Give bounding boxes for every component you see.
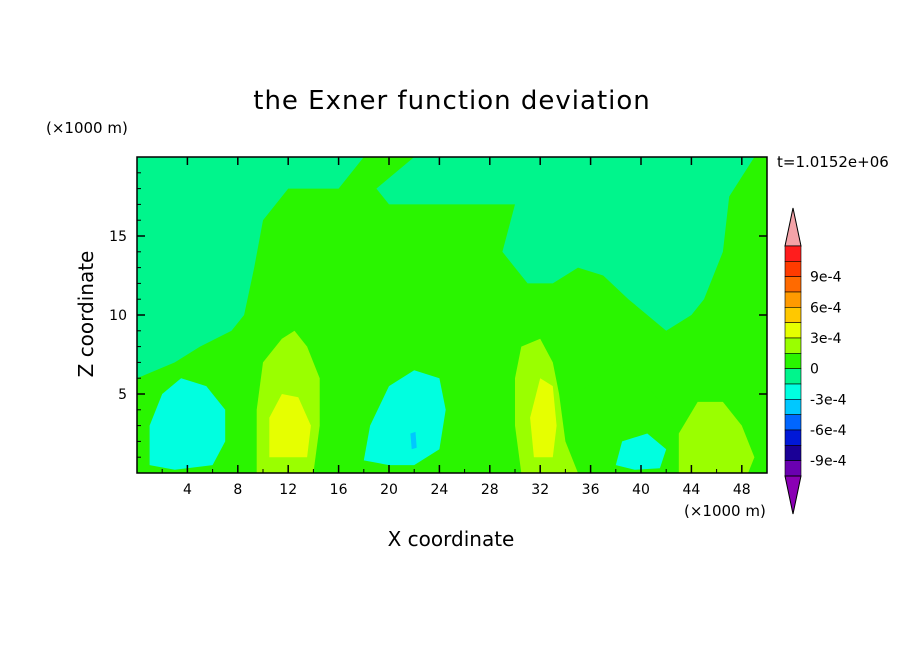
y-tick-label: 5	[118, 387, 127, 403]
colorbar-box	[784, 337, 802, 354]
colorbar-box	[784, 368, 802, 385]
contour-region-2	[439, 315, 711, 473]
colorbar-label: 3e-4	[810, 331, 842, 347]
contour-region-9	[363, 370, 446, 466]
colorbar-box	[784, 383, 802, 400]
colorbar-box	[784, 414, 802, 431]
x-tick-label: 32	[531, 482, 549, 498]
colorbar-box	[784, 261, 802, 277]
colorbar-label: -6e-4	[810, 423, 847, 439]
x-tick-label: 48	[733, 482, 751, 498]
colorbar-box	[784, 291, 802, 308]
x-tick-label: 40	[632, 482, 650, 498]
contour-region-7	[530, 378, 557, 458]
colorbar-box	[784, 429, 802, 446]
contour-region-5	[678, 401, 755, 473]
colorbar-box	[784, 399, 802, 415]
x-tick-label: 24	[430, 482, 448, 498]
x-tick-label: 44	[682, 482, 700, 498]
contour-region-10	[615, 433, 667, 470]
y-tick-label: 15	[109, 229, 127, 245]
colorbar-label: 0	[810, 362, 819, 378]
colorbar-top-arrow	[784, 207, 802, 247]
colorbar-bottom-arrow	[784, 475, 802, 515]
colorbar-box	[784, 353, 802, 369]
colorbar-box	[784, 276, 802, 293]
colorbar-label: -3e-4	[810, 392, 847, 408]
time-label: t=1.0152e+06	[777, 153, 889, 171]
y-axis-label: Z coordinate	[74, 250, 98, 378]
colorbar-label: 9e-4	[810, 270, 842, 286]
contour-field	[137, 157, 767, 473]
y-tick-label: 10	[109, 308, 127, 324]
colorbar-box	[784, 245, 802, 262]
colorbar-label: 6e-4	[810, 300, 842, 316]
x-tick-label: 28	[481, 482, 499, 498]
x-tick-label: 12	[279, 482, 297, 498]
contour-region-11	[410, 431, 417, 450]
x-tick-label: 8	[233, 482, 242, 498]
colorbar-box	[784, 460, 802, 477]
x-tick-label: 20	[380, 482, 398, 498]
x-tick-label: 36	[582, 482, 600, 498]
colorbar-box	[784, 307, 802, 323]
x-axis-label: X coordinate	[387, 527, 515, 551]
colorbar-box	[784, 445, 802, 461]
z-axis-unit: (×1000 m)	[46, 119, 128, 137]
x-tick-label: 16	[330, 482, 348, 498]
contour-region-6	[269, 394, 311, 458]
colorbar-label: -9e-4	[810, 454, 847, 470]
contour-region-8	[149, 378, 226, 470]
colorbar-box	[784, 322, 802, 339]
chart-title: the Exner function deviation	[253, 86, 651, 116]
x-tick-label: 4	[183, 482, 192, 498]
colorbar: 9e-4 6e-4 3e-4 0 -3e-4 -6e-4 -9e-4	[784, 207, 847, 515]
x-axis-unit: (×1000 m)	[684, 502, 766, 520]
